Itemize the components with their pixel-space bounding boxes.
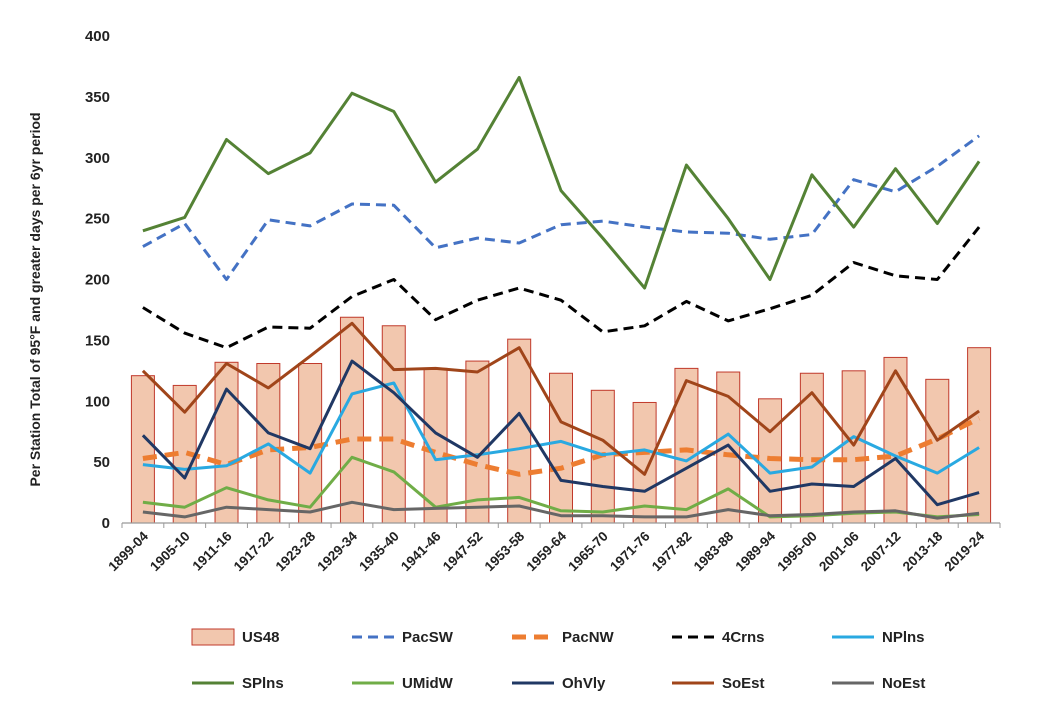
bar-us48-1959-64	[549, 372, 573, 524]
x-tick-label: 1917-22	[231, 529, 277, 575]
y-tick-label: 50	[93, 454, 110, 471]
legend-label: UMidW	[402, 675, 454, 692]
line-nplns	[142, 381, 980, 475]
bar-us48-2019-24	[967, 347, 992, 524]
y-tick-label: 300	[85, 150, 110, 167]
y-ticks: 0 50 100 150 200 250 300 350 400	[85, 28, 110, 532]
x-tick-label: 1929-34	[314, 528, 360, 574]
x-tick-label: 1923-28	[273, 528, 319, 574]
x-tick-label: 2013-18	[900, 528, 946, 574]
bar-us48-1935-40	[381, 325, 406, 524]
y-tick-label: 350	[85, 89, 110, 106]
x-tick-label: 1899-04	[105, 528, 151, 574]
x-tick-label: 1965-70	[565, 529, 611, 575]
line-ohvly	[141, 359, 980, 507]
legend-item-umidw: UMidW	[352, 675, 454, 692]
line-soest	[141, 321, 980, 476]
legend-label: NPlns	[882, 629, 925, 646]
line-pacnw	[142, 416, 981, 477]
y-tick-label: 0	[102, 515, 110, 532]
x-tick-label: 2007-12	[858, 529, 904, 575]
x-ticks: 1899-041905-101911-161917-221923-281929-…	[105, 528, 987, 574]
legend-item-4crns: 4Crns	[672, 629, 765, 646]
legend-label: PacNW	[562, 629, 615, 646]
x-tick-label: 1959-64	[523, 528, 569, 574]
legend-label: SPlns	[242, 675, 284, 692]
y-axis-title-group: Per Station Total of 95°F and greater da…	[27, 112, 43, 486]
y-tick-label: 150	[85, 332, 110, 349]
x-tick-label: 1935-40	[356, 529, 402, 575]
x-tick-label: 1947-52	[440, 529, 486, 575]
x-tick-label: 2019-24	[942, 528, 988, 574]
line-pacsw	[142, 134, 980, 281]
y-tick-label: 100	[85, 393, 110, 410]
x-tick-label: 1983-88	[691, 528, 737, 574]
bar-us48-1911-16	[214, 361, 239, 524]
legend-item-nplns: NPlns	[832, 629, 925, 646]
x-tick-label: 1995-00	[774, 529, 820, 575]
legend-item-us48: US48	[191, 628, 280, 646]
bar-us48-1995-00	[799, 372, 824, 524]
x-tick-label: 1977-82	[649, 529, 695, 575]
y-tick-label: 200	[85, 272, 110, 289]
legend-label: 4Crns	[722, 629, 765, 646]
x-tick-label: 1905-10	[147, 529, 193, 575]
bar-us48-1899-04	[130, 375, 155, 524]
legend-swatch	[191, 628, 235, 646]
legend-label: SoEst	[722, 675, 765, 692]
x-tick-label: 1911-16	[190, 528, 235, 573]
legend: US48 PacSW PacNW 4Crns NPlns SPlns UMidW OhVly S…	[191, 628, 925, 692]
bar-us48-1929-34	[339, 316, 364, 524]
bar-us48-1953-58	[507, 338, 532, 524]
legend-item-noest: NoEst	[832, 675, 925, 692]
line-noest	[142, 500, 980, 520]
line-4crns	[142, 226, 981, 350]
legend-item-ohvly: OhVly	[512, 675, 606, 692]
y-tick-label: 250	[85, 211, 110, 228]
bar-us48-1977-82	[674, 367, 699, 524]
x-tick-label: 1971-76	[607, 528, 653, 574]
x-tick-label: 1941-46	[398, 528, 444, 574]
legend-label: PacSW	[402, 629, 454, 646]
y-axis-title: Per Station Total of 95°F and greater da…	[27, 112, 43, 486]
legend-item-pacnw: PacNW	[512, 629, 615, 646]
legend-label: NoEst	[882, 675, 925, 692]
legend-item-splns: SPlns	[192, 675, 284, 692]
bar-us48-2001-06	[841, 370, 866, 524]
legend-item-pacsw: PacSW	[352, 629, 454, 646]
y-tick-label: 400	[85, 28, 110, 45]
x-tick-label: 1989-94	[733, 528, 779, 574]
x-tick-label: 1953-58	[482, 528, 528, 574]
legend-label: OhVly	[562, 675, 606, 692]
legend-label: US48	[242, 629, 280, 646]
line-splns	[142, 75, 981, 290]
lines-layer	[141, 75, 981, 520]
legend-item-soest: SoEst	[672, 675, 765, 692]
x-tick-label: 2001-06	[816, 528, 862, 574]
axis-layer	[121, 522, 1001, 528]
